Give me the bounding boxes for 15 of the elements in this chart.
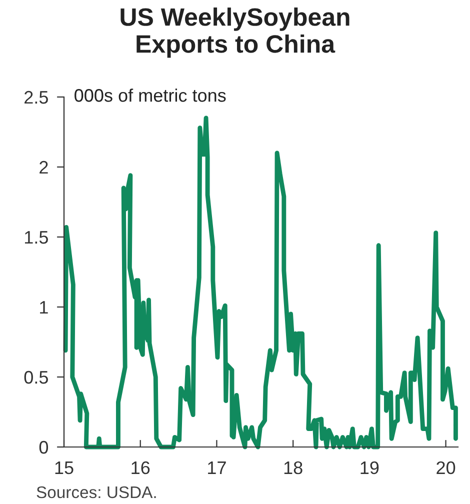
x-tick-label: 18 (284, 461, 302, 474)
source-note: Sources: USDA. (36, 486, 156, 498)
x-tick-label: 16 (132, 461, 150, 474)
x-tick-label: 20 (436, 461, 456, 474)
x-tick-label: 19 (360, 461, 379, 474)
y-tick-label: 1 (40, 301, 48, 314)
y-tick-label: 0 (39, 440, 48, 454)
y-tick-label: 0.5 (24, 370, 48, 384)
y-axis-title: 000s of metric tons (74, 88, 226, 102)
x-tick-label: 17 (208, 462, 226, 474)
x-tick-label: 15 (55, 462, 74, 474)
y-tick-label: 1.5 (25, 231, 48, 244)
y-tick-label: 2.5 (24, 90, 48, 104)
chart-title: US WeeklySoybean Exports to China (120, 8, 350, 58)
y-tick-label: 2 (40, 160, 48, 174)
